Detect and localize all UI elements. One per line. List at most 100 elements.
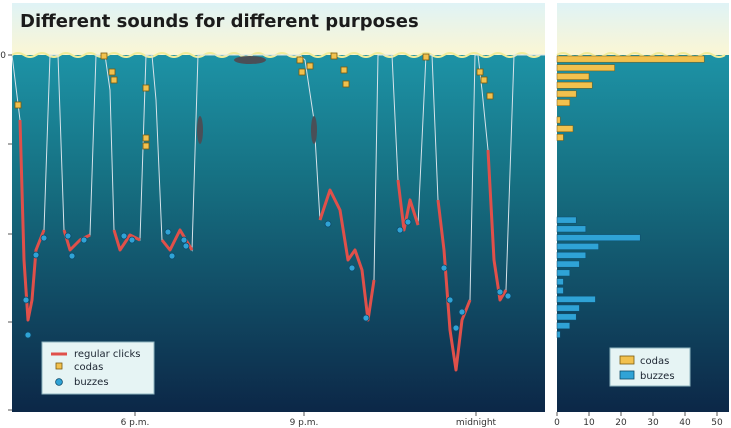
buzz-marker: [446, 296, 454, 304]
histogram-panel-sky: [557, 3, 729, 55]
histogram-legend-buzzes-label: buzzes: [640, 371, 675, 382]
histogram-legend-codas-label: codas: [640, 356, 669, 367]
coda-marker: [342, 80, 350, 88]
coda-marker: [298, 68, 306, 76]
buzz-marker: [40, 234, 48, 242]
histogram-x-tick-label: 10: [583, 418, 595, 428]
buzz-histogram-bar: [556, 260, 580, 268]
y-tick-label: 0: [0, 51, 6, 61]
chart-title: Different sounds for different purposes: [20, 11, 419, 32]
histogram-legend-box: [609, 347, 691, 387]
coda-marker: [14, 101, 22, 109]
buzz-marker: [180, 236, 188, 244]
whale-icon: [311, 116, 317, 144]
whale-icon: [234, 56, 266, 64]
dive-legend: regular clicks codas buzzes: [41, 341, 155, 395]
x-axis-ticks: 6 p.m. 9 p.m. midnight: [121, 412, 497, 428]
buzz-marker: [362, 314, 370, 322]
buzz-marker: [24, 331, 32, 339]
buzz-histogram-bar: [556, 322, 571, 330]
histogram-x-axis-ticks: 0 10 20 30 40 50: [554, 412, 723, 428]
coda-histogram-bar: [556, 55, 705, 63]
histogram-legend-buzzes-swatch: [619, 370, 635, 380]
buzz-marker: [164, 228, 172, 236]
x-tick-label: 6 p.m.: [121, 418, 150, 428]
histogram-x-tick-label: 40: [679, 418, 691, 428]
buzz-marker: [324, 220, 332, 228]
buzz-marker: [22, 296, 30, 304]
buzz-histogram-bar: [556, 251, 587, 259]
buzz-marker: [458, 308, 466, 316]
buzz-marker: [32, 251, 40, 259]
legend-codas-label: codas: [74, 362, 103, 373]
coda-marker: [480, 76, 488, 84]
coda-marker: [306, 62, 314, 70]
coda-marker: [142, 134, 150, 142]
legend-regular-clicks-label: regular clicks: [74, 349, 140, 360]
coda-marker: [100, 52, 108, 60]
coda-marker: [142, 142, 150, 150]
buzz-marker: [504, 292, 512, 300]
buzz-histogram-bar: [556, 269, 571, 277]
buzz-histogram-bar: [556, 278, 564, 286]
coda-marker: [422, 53, 430, 61]
regular-clicks-segment: [18, 119, 46, 322]
buzz-marker: [182, 242, 190, 250]
coda-histogram-bar: [556, 116, 561, 124]
legend-buzzes-label: buzzes: [74, 377, 109, 388]
histogram-legend-codas-swatch: [619, 355, 635, 365]
coda-marker: [142, 84, 150, 92]
coda-marker: [110, 76, 118, 84]
histogram-panel: 0 10 20 30 40 50 codas buzzes: [554, 3, 729, 428]
coda-marker: [296, 56, 304, 64]
main-panel-sky: [12, 3, 545, 55]
coda-marker: [476, 68, 484, 76]
whale-icon: [197, 116, 203, 144]
buzz-marker: [128, 236, 136, 244]
coda-marker: [340, 66, 348, 74]
coda-histogram-bar: [556, 134, 564, 141]
histogram-x-tick-label: 0: [554, 418, 560, 428]
legend-codas-swatch: [55, 362, 63, 370]
x-tick-label: midnight: [456, 418, 497, 428]
coda-marker: [486, 92, 494, 100]
buzz-marker: [452, 324, 460, 332]
buzz-marker: [80, 236, 88, 244]
coda-marker: [330, 52, 338, 60]
buzz-marker: [68, 252, 76, 260]
buzz-histogram-bar: [556, 304, 580, 312]
buzz-histogram-bar: [556, 313, 577, 321]
buzz-marker: [348, 264, 356, 272]
histogram-bars: [556, 55, 705, 338]
regular-clicks-segment: [436, 199, 472, 372]
x-tick-label: 9 p.m.: [290, 418, 319, 428]
histogram-legend: codas buzzes: [609, 347, 691, 387]
buzz-marker: [64, 232, 72, 240]
dive-track-layer: [11, 52, 545, 372]
coda-histogram-bar: [556, 64, 615, 72]
buzz-histogram-bar: [556, 234, 641, 242]
histogram-x-tick-label: 30: [647, 418, 659, 428]
buzz-marker: [440, 264, 448, 272]
buzz-histogram-bar: [556, 287, 564, 294]
coda-histogram-bar: [556, 99, 571, 106]
coda-histogram-bar: [556, 90, 577, 98]
coda-marker: [108, 68, 116, 76]
histogram-x-tick-label: 20: [615, 418, 627, 428]
histogram-x-tick-label: 50: [711, 418, 723, 428]
buzz-histogram-bar: [556, 331, 561, 338]
legend-buzzes-swatch: [55, 378, 63, 386]
coda-histogram-bar: [556, 73, 590, 80]
buzz-histogram-bar: [556, 225, 587, 233]
coda-histogram-bar: [556, 125, 574, 133]
buzz-histogram-bar: [556, 216, 577, 224]
buzz-marker: [404, 218, 412, 226]
regular-clicks-segment: [318, 188, 376, 322]
y-axis-ticks: 0: [0, 51, 12, 411]
buzz-marker: [396, 226, 404, 234]
coda-histogram-bar: [556, 81, 593, 89]
buzz-histogram-bar: [556, 295, 596, 303]
regular-clicks-segment: [486, 149, 508, 302]
regular-clicks-segment: [112, 229, 141, 252]
